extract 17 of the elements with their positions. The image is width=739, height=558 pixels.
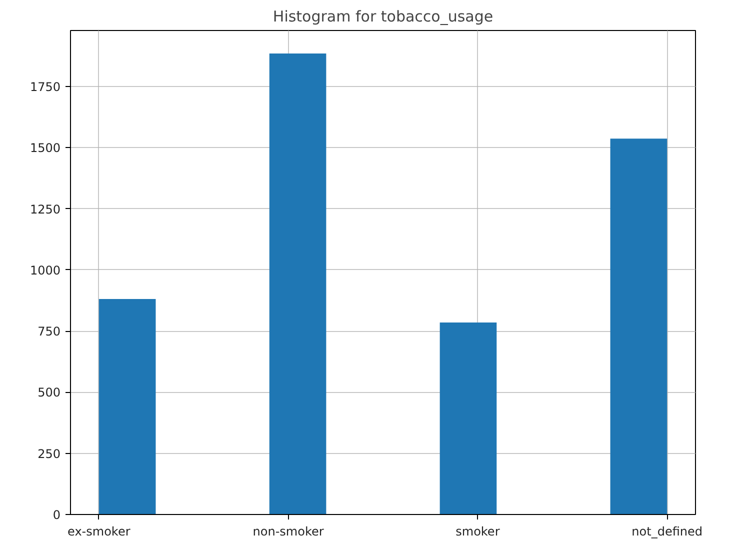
bar bbox=[440, 322, 497, 514]
y-tick-label: 250 bbox=[38, 446, 60, 461]
y-tick-label: 1250 bbox=[30, 202, 61, 216]
y-tick-label: 500 bbox=[38, 386, 60, 400]
x-tick-label: smoker bbox=[456, 524, 500, 538]
y-tick-label: 1750 bbox=[30, 80, 61, 94]
bar bbox=[269, 53, 326, 514]
y-tick-label: 1500 bbox=[30, 141, 61, 156]
x-tick-label: ex-smoker bbox=[68, 524, 130, 538]
bar bbox=[610, 138, 668, 514]
x-tick-label: not_defined bbox=[632, 524, 703, 538]
y-tick-label: 1000 bbox=[30, 263, 61, 278]
y-tick-label: 750 bbox=[38, 324, 60, 339]
y-tick-label: 0 bbox=[52, 508, 61, 522]
x-tick-label: non-smoker bbox=[252, 524, 324, 538]
bar bbox=[98, 299, 156, 514]
chart-title: Histogram for tobacco_usage bbox=[272, 8, 494, 26]
